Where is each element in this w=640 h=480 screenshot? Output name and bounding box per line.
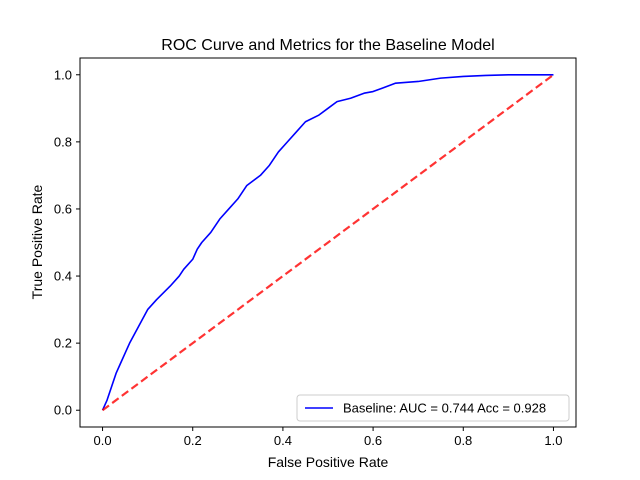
x-tick-label: 1.0	[544, 433, 562, 448]
y-axis-label: True Positive Rate	[29, 184, 45, 299]
legend: Baseline: AUC = 0.744 Acc = 0.928	[296, 394, 570, 422]
x-tick-label: 0.0	[94, 433, 112, 448]
chart-title: ROC Curve and Metrics for the Baseline M…	[161, 37, 494, 54]
y-tick-label: 0.8	[54, 134, 72, 149]
plot-area: 0.0 0.2 0.4 0.6 0.8 1.0 0.0 0.2 0.4 0.6 0.8 1.0	[54, 57, 577, 448]
legend-box	[296, 394, 570, 422]
axes-frame	[79, 57, 577, 428]
y-tick-label: 0.0	[54, 403, 72, 418]
y-tick-label: 0.4	[54, 269, 72, 284]
chance-line	[101, 73, 555, 412]
x-tick-label: 0.4	[274, 433, 292, 448]
x-tick-label: 0.2	[184, 433, 202, 448]
x-tick-label: 0.8	[454, 433, 472, 448]
y-tick-label: 0.6	[54, 201, 72, 216]
y-tick-label: 0.2	[54, 336, 72, 351]
x-axis-label: False Positive Rate	[268, 454, 389, 470]
roc-curve-baseline	[101, 73, 554, 411]
y-tick-label: 1.0	[54, 67, 72, 82]
x-tick-label: 0.6	[364, 433, 382, 448]
legend-label: Baseline: AUC = 0.744 Acc = 0.928	[343, 401, 546, 416]
